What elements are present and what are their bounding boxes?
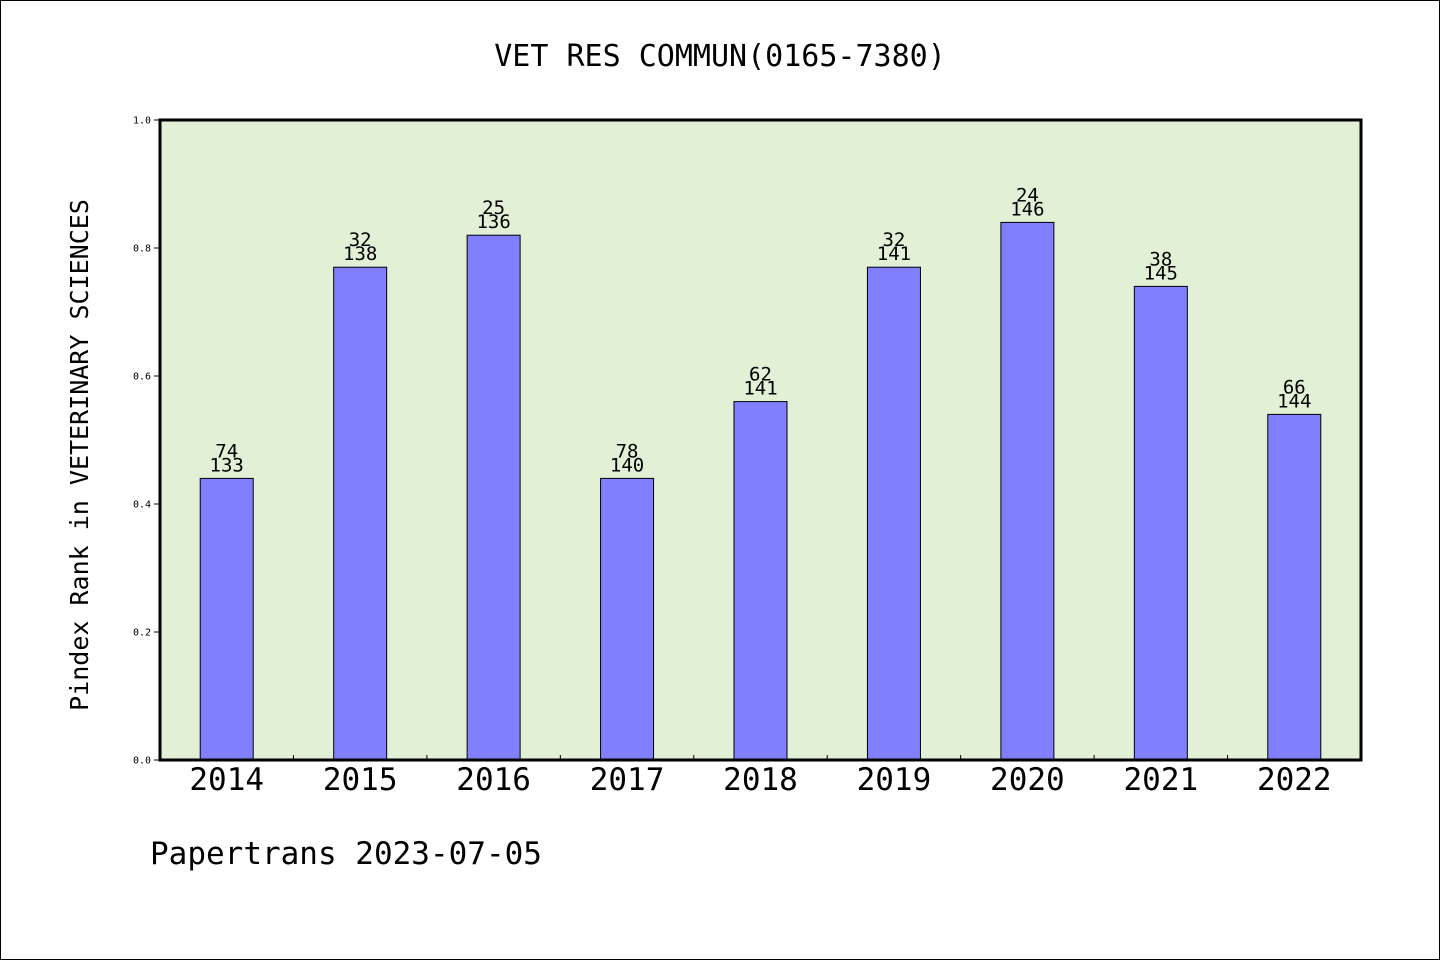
x-tick-label: 2022 [1257, 762, 1332, 798]
x-tick-label: 2016 [456, 762, 531, 798]
y-tick-label: 0.8 [133, 244, 151, 255]
bar [199, 477, 254, 761]
bar-total-label: 133 [210, 454, 244, 476]
x-tick-label: 2019 [857, 762, 932, 798]
x-tick-label: 2017 [590, 762, 665, 798]
axis-ticks: 2014 2015 2016 2017 2018 2019 2020 2021 2022 0.0 0… [133, 116, 1332, 799]
bar [733, 401, 788, 761]
bar [1133, 285, 1188, 761]
bar-rank-label: 38 [1149, 248, 1172, 270]
bar-rank-label: 66 [1283, 376, 1306, 398]
plot-border [158, 118, 1363, 762]
x-tick-label: 2021 [1124, 762, 1199, 798]
bar-total-label: 145 [1144, 262, 1178, 284]
x-tick-label: 2015 [323, 762, 398, 798]
y-tick-label: 0.6 [133, 372, 151, 383]
bar [1267, 413, 1322, 761]
bar-total-label: 136 [476, 211, 510, 233]
bar-rank-label: 62 [749, 364, 772, 386]
x-tick-label: 2020 [990, 762, 1065, 798]
bar [1000, 221, 1055, 761]
y-tick-label: 1.0 [133, 116, 151, 127]
bars: 7413332138251367814062141321412414638145… [199, 184, 1322, 761]
bar-total-label: 144 [1277, 390, 1311, 412]
y-tick-label: 0.0 [133, 756, 151, 767]
bar-rank-label: 78 [616, 440, 639, 462]
bar [866, 266, 921, 761]
chart-title: VET RES COMMUN(0165-7380) [494, 39, 946, 74]
bar [600, 477, 655, 761]
y-axis-label: Pindex Rank in VETERINARY SCIENCES [65, 199, 94, 711]
y-tick-label: 0.4 [133, 500, 151, 511]
bar-rank-label: 25 [482, 197, 505, 219]
bar-total-label: 141 [877, 243, 911, 265]
bar-total-label: 146 [1010, 198, 1044, 220]
bar [333, 266, 388, 761]
bar-rank-label: 24 [1016, 184, 1039, 206]
footer-text: Papertrans 2023-07-05 [150, 836, 542, 872]
bar-rank-label: 32 [882, 229, 905, 251]
x-tick-label: 2014 [189, 762, 264, 798]
bar-rank-label: 74 [215, 440, 238, 462]
x-tick-label: 2018 [723, 762, 798, 798]
bar-total-label: 138 [343, 243, 377, 265]
y-tick-label: 0.2 [133, 628, 151, 639]
bar-total-label: 141 [743, 378, 777, 400]
bar [466, 234, 521, 761]
bar-rank-label: 32 [349, 229, 372, 251]
bar-total-label: 140 [610, 454, 644, 476]
